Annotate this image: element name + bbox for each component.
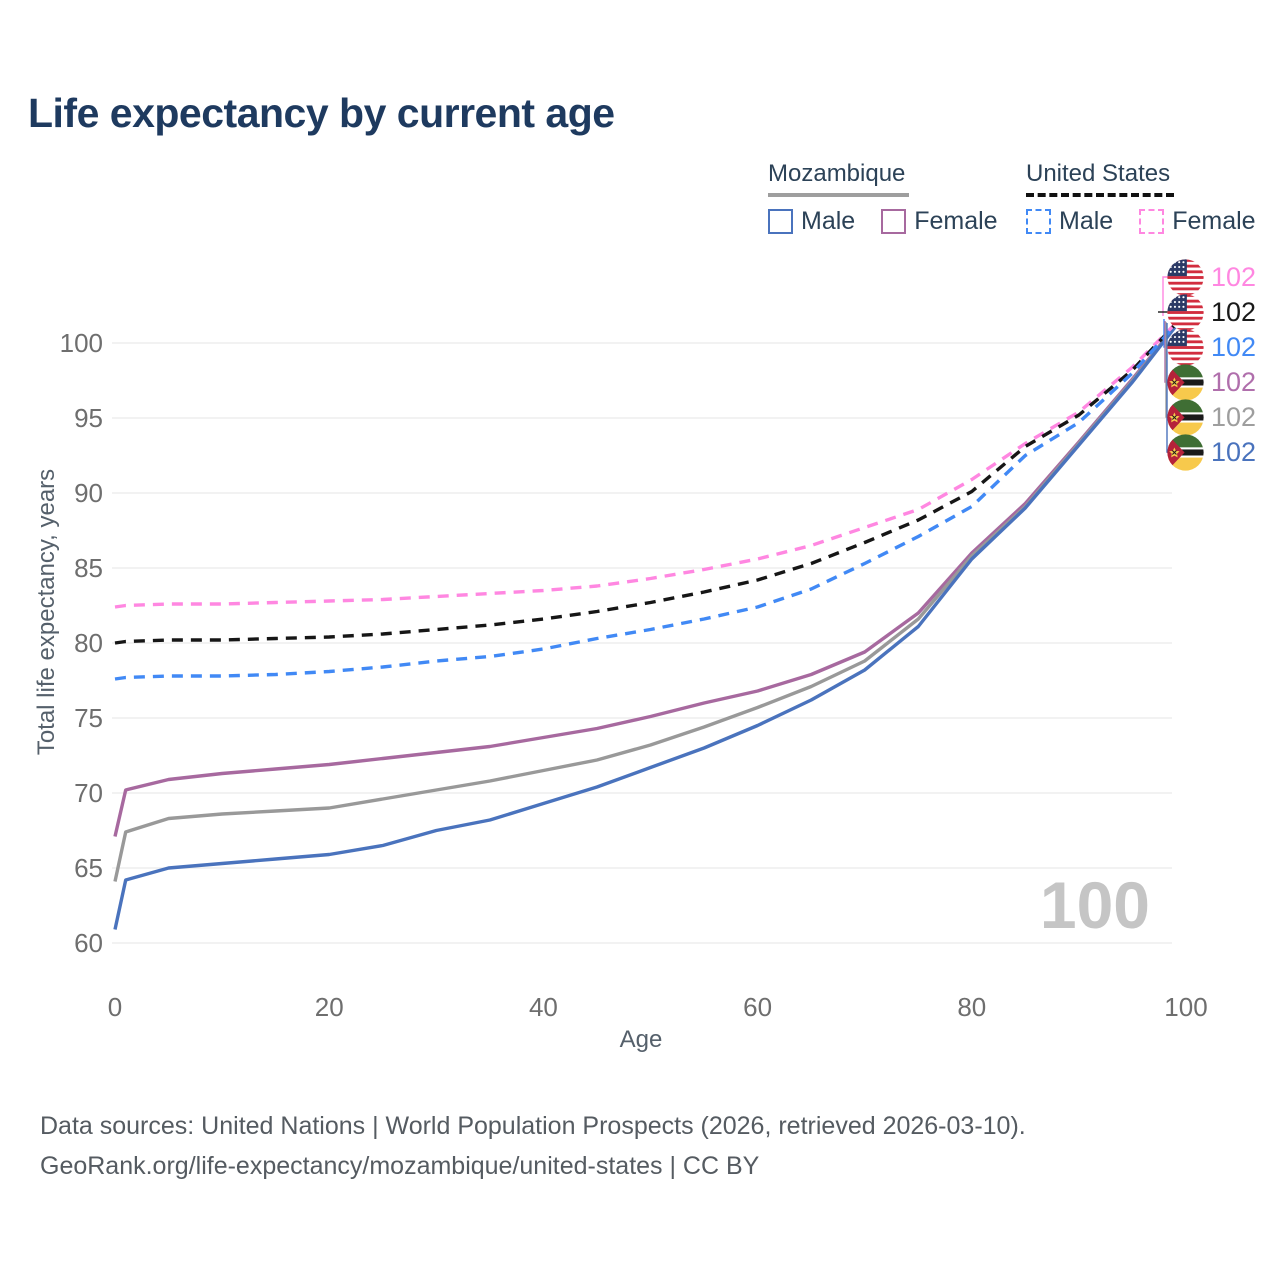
page-title: Life expectancy by current age (28, 90, 615, 136)
y-tick-label: 70 (74, 778, 103, 808)
end-label-mozambique-both-sexes: 102 (1167, 399, 1256, 436)
y-tick-label: 75 (74, 703, 103, 733)
y-tick-label: 90 (74, 478, 103, 508)
mozambique-flag-icon (1167, 399, 1204, 436)
x-tick-label: 40 (529, 992, 558, 1022)
legend-item-mozambique-female[interactable]: Female (881, 207, 998, 236)
mozambique-flag-icon (1167, 364, 1204, 401)
series-line-mozambique-male (113, 311, 1188, 930)
y-tick-label: 80 (74, 628, 103, 658)
legend-group-united-states: United States Male Female (1026, 160, 1256, 236)
legend-item-mozambique-male[interactable]: Male (768, 207, 855, 236)
legend-checkbox-icon[interactable] (1139, 209, 1165, 234)
end-label-value: 102 (1211, 297, 1257, 327)
x-tick-label: 80 (957, 992, 986, 1022)
legend-item-united-states-male[interactable]: Male (1026, 207, 1113, 236)
series-line-mozambique-female (113, 311, 1188, 837)
age-watermark: 100 (1039, 868, 1150, 942)
y-tick-label: 85 (74, 553, 103, 583)
y-tick-label: 60 (74, 928, 103, 958)
legend-country-label: Mozambique (768, 160, 910, 197)
end-label-value: 102 (1211, 262, 1257, 292)
y-tick-label: 95 (74, 403, 103, 433)
legend-item-label: Female (1172, 207, 1256, 235)
end-label-united-states-both-sexes: 102 (1167, 294, 1256, 331)
end-label-united-states-female: 102 (1167, 259, 1256, 296)
legend-checkbox-icon[interactable] (768, 209, 793, 234)
series-line-united-states-male (114, 311, 1188, 681)
y-tick-label: 100 (60, 328, 103, 358)
y-tick-label: 65 (74, 853, 103, 883)
x-axis-label: Age (619, 1026, 663, 1053)
license-line: GeoRank.org/life-expectancy/mozambique/u… (40, 1152, 760, 1180)
y-axis-label: Total life expectancy, years (33, 468, 60, 756)
series-line-mozambique-both-sexes (113, 311, 1188, 882)
end-label-value: 102 (1211, 402, 1257, 432)
end-label-value: 102 (1211, 367, 1257, 397)
legend-country-label: United States (1026, 160, 1175, 197)
mozambique-flag-icon (1167, 434, 1204, 471)
x-tick-label: 60 (743, 992, 772, 1022)
series-line-united-states-female (114, 311, 1188, 609)
end-label-united-states-male: 102 (1167, 329, 1256, 366)
legend-item-label: Male (1059, 207, 1114, 235)
x-tick-label: 0 (108, 992, 122, 1022)
end-label-mozambique-female: 102 (1167, 364, 1256, 401)
us-flag-icon (1167, 294, 1204, 331)
legend-checkbox-icon[interactable] (881, 209, 907, 234)
data-sources-line: Data sources: United Nations | World Pop… (40, 1112, 1026, 1140)
x-tick-label: 20 (315, 992, 344, 1022)
us-flag-icon (1167, 329, 1204, 366)
legend-item-label: Female (914, 207, 998, 235)
legend-checkbox-icon[interactable] (1026, 209, 1051, 234)
legend-group-mozambique: Mozambique Male Female (768, 160, 998, 236)
legend-item-united-states-female[interactable]: Female (1139, 207, 1256, 236)
series-line-united-states-both-sexes (114, 311, 1188, 645)
x-tick-label: 100 (1164, 992, 1207, 1022)
end-label-mozambique-male: 102 (1167, 434, 1256, 471)
source-attribution: Data sources: United Nations | World Pop… (40, 1106, 1026, 1186)
us-flag-icon (1167, 259, 1204, 296)
end-label-value: 102 (1211, 332, 1257, 362)
end-label-value: 102 (1211, 437, 1257, 467)
legend-item-label: Male (801, 207, 856, 235)
